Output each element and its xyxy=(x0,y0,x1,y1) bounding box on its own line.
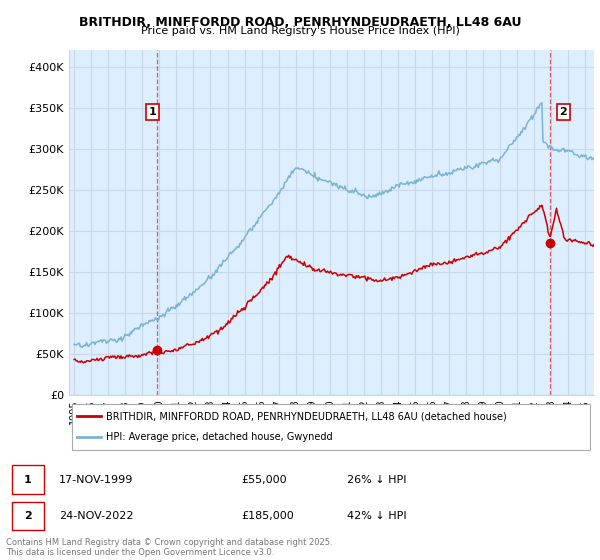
Text: 26% ↓ HPI: 26% ↓ HPI xyxy=(347,475,407,484)
Text: Contains HM Land Registry data © Crown copyright and database right 2025.
This d: Contains HM Land Registry data © Crown c… xyxy=(6,538,332,557)
Text: £55,000: £55,000 xyxy=(241,475,287,484)
Text: Price paid vs. HM Land Registry's House Price Index (HPI): Price paid vs. HM Land Registry's House … xyxy=(140,26,460,36)
Text: HPI: Average price, detached house, Gwynedd: HPI: Average price, detached house, Gwyn… xyxy=(106,432,332,442)
FancyBboxPatch shape xyxy=(12,465,44,494)
Text: 2: 2 xyxy=(559,107,567,117)
Text: 42% ↓ HPI: 42% ↓ HPI xyxy=(347,511,407,521)
Text: 24-NOV-2022: 24-NOV-2022 xyxy=(59,511,133,521)
FancyBboxPatch shape xyxy=(71,404,590,450)
Text: 1: 1 xyxy=(24,475,32,484)
Text: 2: 2 xyxy=(24,511,32,521)
FancyBboxPatch shape xyxy=(12,502,44,530)
Text: 17-NOV-1999: 17-NOV-1999 xyxy=(59,475,133,484)
Text: BRITHDIR, MINFFORDD ROAD, PENRHYNDEUDRAETH, LL48 6AU: BRITHDIR, MINFFORDD ROAD, PENRHYNDEUDRAE… xyxy=(79,16,521,29)
Text: BRITHDIR, MINFFORDD ROAD, PENRHYNDEUDRAETH, LL48 6AU (detached house): BRITHDIR, MINFFORDD ROAD, PENRHYNDEUDRAE… xyxy=(106,411,506,421)
Text: 1: 1 xyxy=(148,107,156,117)
Text: £185,000: £185,000 xyxy=(241,511,294,521)
